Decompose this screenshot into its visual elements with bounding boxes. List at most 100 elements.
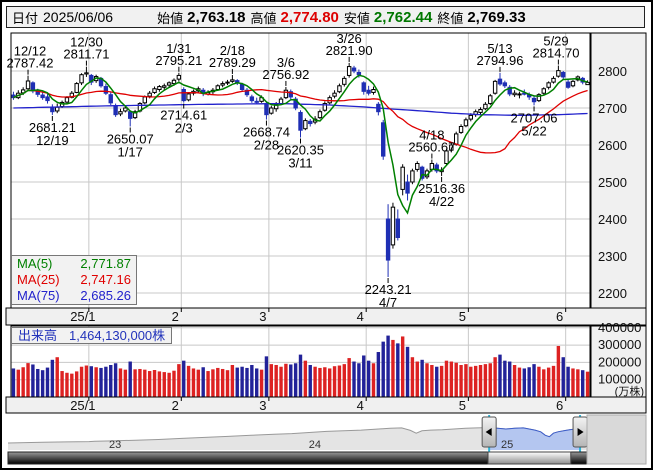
volume-bar bbox=[566, 366, 570, 397]
candles-layer bbox=[11, 62, 590, 278]
price-annotation: 2714.612/3 bbox=[160, 103, 207, 136]
candle bbox=[230, 79, 235, 82]
candle bbox=[50, 107, 55, 113]
x-axis-label: 5 bbox=[459, 398, 466, 413]
candle bbox=[269, 107, 274, 114]
price-annotation: 2620.353/11 bbox=[277, 138, 324, 170]
volume-bar bbox=[430, 364, 434, 397]
annotation-value: 2714.61 bbox=[160, 108, 207, 123]
navigator-selection-area bbox=[489, 427, 581, 450]
volume-bar bbox=[435, 366, 439, 397]
price-annotation: 2707.065/22 bbox=[511, 106, 558, 138]
candle bbox=[303, 120, 308, 130]
candle bbox=[108, 94, 113, 104]
candle bbox=[561, 71, 566, 78]
volume-bar bbox=[162, 372, 166, 397]
volume-bar bbox=[454, 362, 458, 397]
navigator-left-arrow-button[interactable] bbox=[481, 416, 497, 448]
price-tick-label: 2600 bbox=[598, 138, 627, 153]
candle bbox=[123, 107, 128, 112]
navigator-right-arrow-button[interactable] bbox=[572, 416, 588, 448]
scrollbar-thumb[interactable] bbox=[487, 451, 572, 465]
candle bbox=[162, 85, 167, 88]
volume-bar bbox=[425, 363, 429, 397]
candle bbox=[317, 111, 323, 119]
volume-bar bbox=[182, 360, 186, 397]
x-axis-label: 6 bbox=[556, 398, 563, 413]
candle bbox=[225, 81, 230, 84]
volume-bar bbox=[206, 371, 210, 397]
candle bbox=[507, 86, 512, 95]
navigator-selection[interactable] bbox=[8, 427, 587, 450]
candle bbox=[419, 166, 425, 179]
volume-bar bbox=[376, 352, 381, 397]
ma5-label: MA(5) bbox=[17, 256, 53, 271]
volume-bar bbox=[216, 367, 220, 397]
annotation-value: 2560.67 bbox=[408, 140, 455, 155]
candle bbox=[381, 122, 386, 157]
volume-bar bbox=[255, 368, 259, 397]
candle bbox=[278, 98, 284, 105]
volume-bar bbox=[70, 373, 74, 397]
candle bbox=[488, 95, 493, 105]
volume-bar bbox=[45, 367, 50, 397]
candle bbox=[128, 111, 133, 119]
annotation-value: 2789.29 bbox=[209, 55, 256, 70]
volume-bar bbox=[284, 363, 288, 397]
x-axis-label: 3 bbox=[259, 309, 266, 324]
navigator-area bbox=[8, 427, 587, 450]
volume-bar bbox=[449, 361, 454, 397]
candle bbox=[512, 92, 517, 96]
annotation-value: 2756.92 bbox=[262, 67, 309, 82]
candle bbox=[570, 80, 576, 87]
annotation-date: 3/26 bbox=[336, 31, 361, 46]
volume-bar bbox=[332, 366, 337, 397]
volume-bar bbox=[371, 363, 376, 397]
candle bbox=[551, 77, 556, 83]
volume-bar bbox=[79, 366, 84, 397]
volume-bar bbox=[259, 369, 264, 397]
candle bbox=[410, 170, 415, 183]
volume-bar bbox=[264, 356, 269, 397]
candle bbox=[449, 144, 454, 151]
ma75-value: 2,685.26 bbox=[80, 288, 131, 303]
volume-bar bbox=[381, 341, 385, 397]
candle bbox=[171, 79, 177, 85]
price-axis-panel bbox=[590, 32, 647, 309]
volume-bar bbox=[478, 364, 483, 397]
navigator-year-label: 25 bbox=[501, 439, 513, 451]
annotation-date: 5/29 bbox=[543, 34, 568, 49]
annotation-date: 2/3 bbox=[175, 121, 193, 136]
x-axis-label: 4 bbox=[357, 398, 364, 413]
candle bbox=[517, 93, 522, 96]
annotation-value: 2668.74 bbox=[243, 125, 290, 140]
annotation-value: 2794.96 bbox=[476, 53, 523, 68]
candle bbox=[215, 85, 220, 91]
annotation-value: 2681.21 bbox=[29, 120, 76, 135]
x-axis-label: 25/1 bbox=[70, 398, 95, 413]
volume-bar bbox=[128, 361, 132, 397]
candle bbox=[118, 111, 123, 115]
price-tick-label: 2400 bbox=[598, 212, 627, 227]
candle bbox=[541, 88, 546, 94]
close-label: 終値 bbox=[437, 10, 464, 26]
volume-bar bbox=[293, 363, 298, 397]
candle bbox=[132, 111, 138, 119]
volume-label: 出来高 bbox=[18, 328, 58, 343]
candle bbox=[186, 93, 191, 101]
volume-tick-label: 200000 bbox=[598, 354, 641, 369]
volume-bar bbox=[581, 370, 585, 397]
candle bbox=[342, 77, 347, 85]
candle bbox=[395, 218, 401, 238]
high-value: 2,774.80 bbox=[280, 8, 339, 26]
volume-bar bbox=[177, 364, 181, 397]
annotation-value: 2821.90 bbox=[326, 43, 373, 58]
volume-bar bbox=[250, 364, 254, 397]
